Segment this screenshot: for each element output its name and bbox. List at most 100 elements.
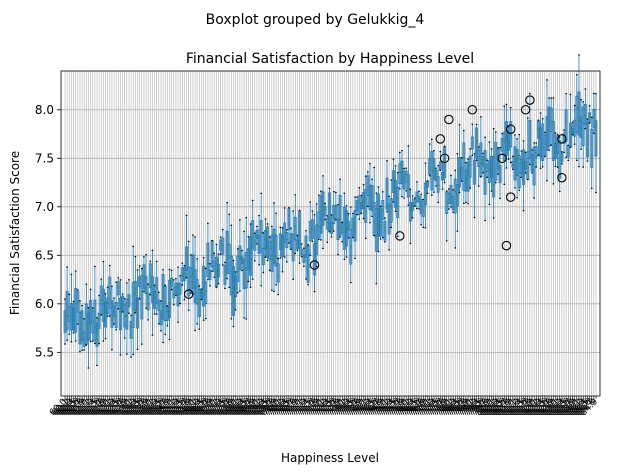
box — [170, 277, 174, 287]
box — [509, 121, 513, 148]
box — [549, 107, 553, 132]
box — [234, 275, 238, 298]
box — [586, 122, 589, 158]
box — [146, 292, 150, 311]
outlier-point — [183, 289, 194, 299]
box — [389, 198, 393, 223]
box — [291, 234, 295, 262]
y-tick-label: 8.0 — [35, 103, 54, 117]
box — [253, 235, 257, 251]
y-tick-label: 6.5 — [35, 248, 54, 262]
outlier-point — [557, 134, 567, 144]
box — [93, 299, 97, 341]
x-axis: 60.060.160.260.360.460.560.660.760.860.9… — [48, 396, 600, 418]
box — [163, 285, 167, 322]
outlier-point — [395, 231, 405, 241]
box — [119, 297, 122, 331]
box — [114, 302, 118, 328]
box — [255, 229, 259, 239]
box — [76, 291, 80, 313]
box — [315, 224, 319, 255]
box — [293, 217, 297, 241]
outliers — [183, 95, 567, 299]
y-tick-label: 7.0 — [35, 200, 54, 214]
box — [285, 232, 289, 249]
box — [95, 322, 99, 347]
outlier-point — [444, 114, 454, 125]
outlier-point — [467, 105, 478, 115]
box — [353, 210, 357, 242]
box — [349, 228, 353, 265]
y-tick-label: 5.5 — [35, 345, 54, 359]
y-tick-label: 6.0 — [35, 297, 54, 311]
box — [385, 177, 389, 210]
box — [302, 254, 306, 263]
box — [244, 251, 248, 289]
box — [468, 155, 472, 178]
box — [168, 279, 171, 319]
outlier-point — [557, 172, 567, 183]
box — [80, 310, 84, 341]
outlier-point — [497, 153, 507, 164]
y-axis-label: Financial Satisfaction Score — [8, 151, 22, 315]
box — [379, 208, 383, 237]
box — [178, 282, 182, 295]
box — [276, 263, 280, 283]
box — [104, 301, 107, 328]
box — [140, 275, 144, 320]
box — [383, 221, 387, 241]
box — [313, 243, 316, 276]
box — [396, 186, 400, 218]
chart-title: Financial Satisfaction by Happiness Leve… — [186, 51, 474, 67]
box — [364, 189, 368, 223]
box — [532, 146, 536, 186]
box — [409, 201, 412, 222]
box — [528, 119, 532, 160]
box — [583, 104, 587, 125]
box — [116, 281, 120, 296]
box — [436, 176, 440, 193]
box — [204, 281, 208, 305]
box — [434, 169, 438, 182]
box — [287, 208, 291, 231]
box — [432, 158, 436, 180]
box — [274, 234, 278, 267]
outlier-point — [505, 124, 516, 134]
box — [449, 185, 453, 204]
outlier-point — [435, 134, 446, 144]
box — [473, 159, 476, 185]
box — [475, 127, 478, 159]
box — [411, 202, 415, 211]
box — [185, 246, 188, 271]
box — [328, 192, 331, 232]
chart-suptitle: Boxplot grouped by Gelukkig_4 — [206, 12, 425, 28]
box — [534, 146, 538, 158]
box — [223, 265, 227, 285]
box — [144, 275, 148, 294]
box — [261, 247, 265, 266]
box — [564, 109, 568, 142]
box — [206, 242, 210, 277]
box — [560, 152, 564, 163]
box — [197, 289, 201, 317]
box — [498, 165, 502, 184]
box — [133, 280, 137, 311]
outlier-point — [505, 192, 516, 202]
box — [581, 106, 585, 147]
box — [381, 199, 385, 220]
box — [300, 248, 304, 256]
y-tick-label: 7.5 — [35, 151, 54, 165]
box — [155, 277, 159, 304]
box — [125, 299, 129, 330]
box — [97, 312, 101, 329]
outlier-point — [520, 105, 531, 115]
box — [129, 321, 133, 339]
outlier-point — [439, 153, 450, 164]
box — [421, 200, 425, 218]
box — [249, 236, 252, 276]
plot-area — [60, 70, 601, 397]
box — [370, 185, 374, 212]
box — [298, 210, 301, 249]
outlier-point — [525, 95, 535, 105]
